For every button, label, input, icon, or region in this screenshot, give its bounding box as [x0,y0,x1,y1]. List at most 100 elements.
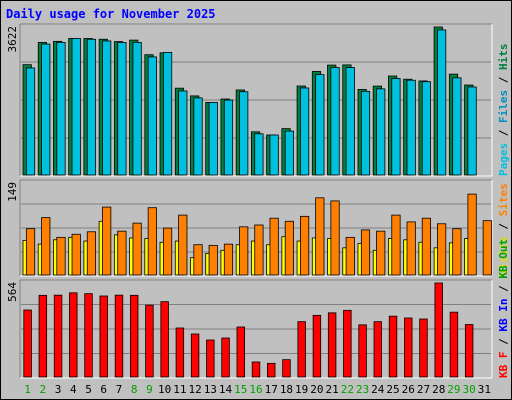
bar-panel2-sites-day-13-face [208,244,218,276]
x-tick-label-day-15: 15 [234,383,247,396]
bar-panel3-kb-f-day-30 [464,324,474,378]
x-tick-label-day-10: 10 [158,383,171,396]
bar-panel1-files-day-28 [437,29,447,176]
bar-panel2-sites-day-11 [178,214,188,276]
bar-panel3-kb-f-day-1-face [23,309,32,378]
x-tick-label-day-23: 23 [356,383,369,396]
bar-panel1-files-day-5 [86,38,97,176]
bar-panel3-kb-f-day-4-face [69,292,78,378]
bar-panel3-kb-f-day-7 [114,294,124,378]
x-tick-label-day-5: 5 [85,383,92,396]
bar-panel1-files-day-19-face [300,87,310,176]
bar-panel1-files-day-2 [41,43,51,176]
x-tick-label-day-4: 4 [70,383,77,396]
bar-panel1-files-day-30 [467,86,477,176]
bar-panel2-sites-day-2-face [41,217,51,276]
bar-panel1-files-day-17-face [269,134,279,176]
bar-panel3-kb-f-day-2 [38,294,48,378]
bar-panel1-files-day-23 [360,90,371,176]
bar-panel1-files-day-1-face [25,67,36,176]
bar-panel3-kb-f-day-7-face [114,294,124,378]
bar-panel1-files-day-6-face [102,40,112,176]
bar-panel2-sites-day-19-face [300,215,310,276]
panel-2-legend-part-3: Sites [497,183,510,216]
bar-panel3-kb-f-day-11 [175,327,185,378]
bar-panel3-kb-f-day-26-face [404,317,413,378]
chart-title: Daily usage for November 2025 [6,7,216,21]
bar-panel2-sites-day-12-face [193,244,203,276]
bar-panel1-files-day-14-face [223,99,234,176]
bar-panel3-kb-f-day-3 [53,294,63,378]
bar-panel2-sites-day-6 [102,206,112,276]
bar-panel3-kb-f-day-24-face [373,321,383,378]
panel-3-legend-part-2: / [497,332,510,352]
bar-panel3-kb-f-day-3-face [53,294,63,378]
bar-panel3-kb-f-day-12 [190,333,200,378]
panel-1-legend-part-4: / [497,70,510,90]
bar-panel1-files-day-22 [345,67,355,176]
bar-panel2-sites-day-3-face [56,236,66,276]
bar-panel3-kb-f-day-6-face [99,295,108,378]
bar-panel2-sites-day-18-face [284,220,294,276]
bar-panel1-files-day-12-face [193,97,203,176]
bar-panel3-kb-f-day-9-face [145,304,154,378]
bar-panel1-files-day-13 [208,102,218,176]
bar-panel2-sites-day-13 [208,244,218,276]
bar-panel2-sites-day-24-face [376,230,386,276]
bar-panel3-kb-f-day-22-face [343,309,352,378]
panel-3-legend-part-5: KB Out [497,239,510,279]
bar-panel3-kb-f-day-24 [373,321,383,378]
bar-panel3-kb-f-day-19 [297,321,306,378]
panel-1-legend-part-1: Pages [497,143,510,176]
bar-panel3-kb-f-day-28-face [434,282,443,378]
bar-panel2-sites-day-20-face [315,197,325,276]
x-tick-label-day-28: 28 [432,383,445,396]
x-tick-label-day-30: 30 [463,383,476,396]
x-tick-label-day-9: 9 [146,383,153,396]
bar-panel3-kb-f-day-5 [84,293,93,378]
bar-panel2-sites-day-31-face [482,220,492,276]
bar-panel2-sites-day-5-face [86,231,97,276]
x-tick-label-day-17: 17 [265,383,278,396]
bar-panel2-sites-day-16-face [254,224,264,276]
bar-panel2-sites-day-10-face [162,227,173,276]
x-tick-label-day-26: 26 [402,383,415,396]
x-tick-label-day-22: 22 [341,383,354,396]
bar-panel2-sites-day-25-face [391,214,401,276]
bar-panel2-sites-day-8-face [132,222,142,276]
bar-panel3-kb-f-day-4 [69,292,78,378]
bar-panel3-kb-f-day-8 [129,294,139,378]
panel-3-legend-part-1: KB F [497,352,510,379]
bar-panel3-kb-f-day-17 [267,362,276,378]
x-tick-label-day-12: 12 [188,383,201,396]
bar-panel1-files-day-24 [376,88,386,176]
bar-panel1-files-day-19 [300,87,310,176]
bar-panel3-kb-f-day-2-face [38,294,48,378]
bar-panel2-sites-day-19 [300,215,310,276]
bar-panel2-sites-day-15 [239,226,249,276]
bar-panel1-files-day-21 [330,67,340,176]
bar-panel3-kb-f-day-13-face [206,339,215,378]
panel-1-legend: Pages / Files / Hits [497,44,510,177]
bar-panel1-files-day-7 [117,42,127,176]
bar-panel2-sites-day-4 [71,233,81,276]
bar-panel1-files-day-30-face [467,86,477,176]
bar-panel2-sites-day-1 [25,228,36,276]
bar-panel3-kb-f-day-21-face [327,312,337,378]
bar-panel1-files-day-15 [239,91,249,176]
bar-panel1-files-day-7-face [117,42,127,176]
bar-panel3-kb-f-day-30-face [464,324,474,378]
bar-panel1-files-day-13-face [208,102,218,176]
x-tick-label-day-11: 11 [173,383,186,396]
bar-panel2-sites-day-22-face [345,236,355,276]
panel-3-legend-part-3: KB In [497,299,510,332]
bar-panel2-sites-day-17-face [269,217,279,276]
bar-panel3-kb-f-day-27-face [419,318,428,378]
bar-panel1-files-day-9 [147,56,157,176]
bar-panel2-sites-day-28 [437,223,447,276]
x-tick-label-day-7: 7 [116,383,123,396]
x-tick-label-day-3: 3 [55,383,62,396]
bar-panel3-kb-f-day-29 [449,311,459,378]
panel-1-legend-part-5: Hits [497,44,510,71]
